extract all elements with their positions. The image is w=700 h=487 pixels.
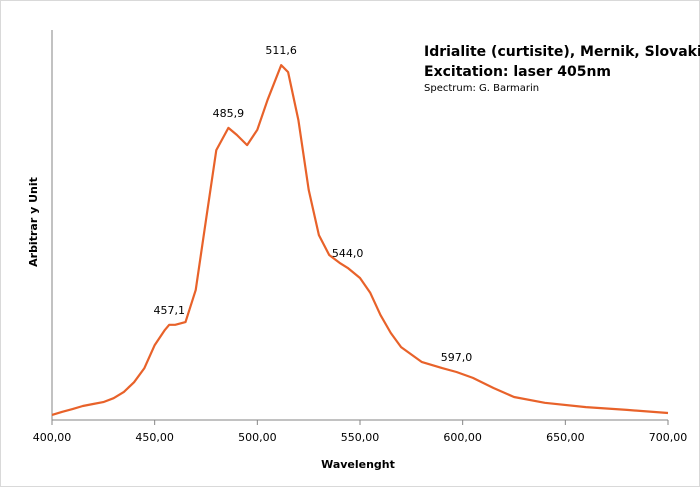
peak-label: 597,0 (441, 351, 473, 364)
x-tick-label: 450,00 (135, 431, 174, 444)
peak-label: 544,0 (332, 247, 364, 260)
credit: Spectrum: G. Barmarin (424, 83, 539, 94)
peak-label: 457,1 (153, 304, 185, 317)
spectrum-line (51, 63, 669, 416)
chart-subtitle: Excitation: laser 405nm (424, 64, 611, 80)
x-tick-label: 600,00 (443, 431, 482, 444)
x-tick-label: 650,00 (546, 431, 585, 444)
x-tick-label: 500,00 (238, 431, 277, 444)
x-tick-label: 550,00 (341, 431, 380, 444)
y-axis-label: Arbitrar y Unit (27, 177, 40, 267)
x-tick-label: 700,00 (649, 431, 688, 444)
x-axis-label: Wavelenght (321, 458, 395, 471)
peak-label: 511,6 (265, 44, 297, 57)
peak-label: 485,9 (213, 107, 245, 120)
x-tick-label: 400,00 (33, 431, 72, 444)
chart-title: Idrialite (curtisite), Mernik, Slovakia; (424, 44, 700, 60)
